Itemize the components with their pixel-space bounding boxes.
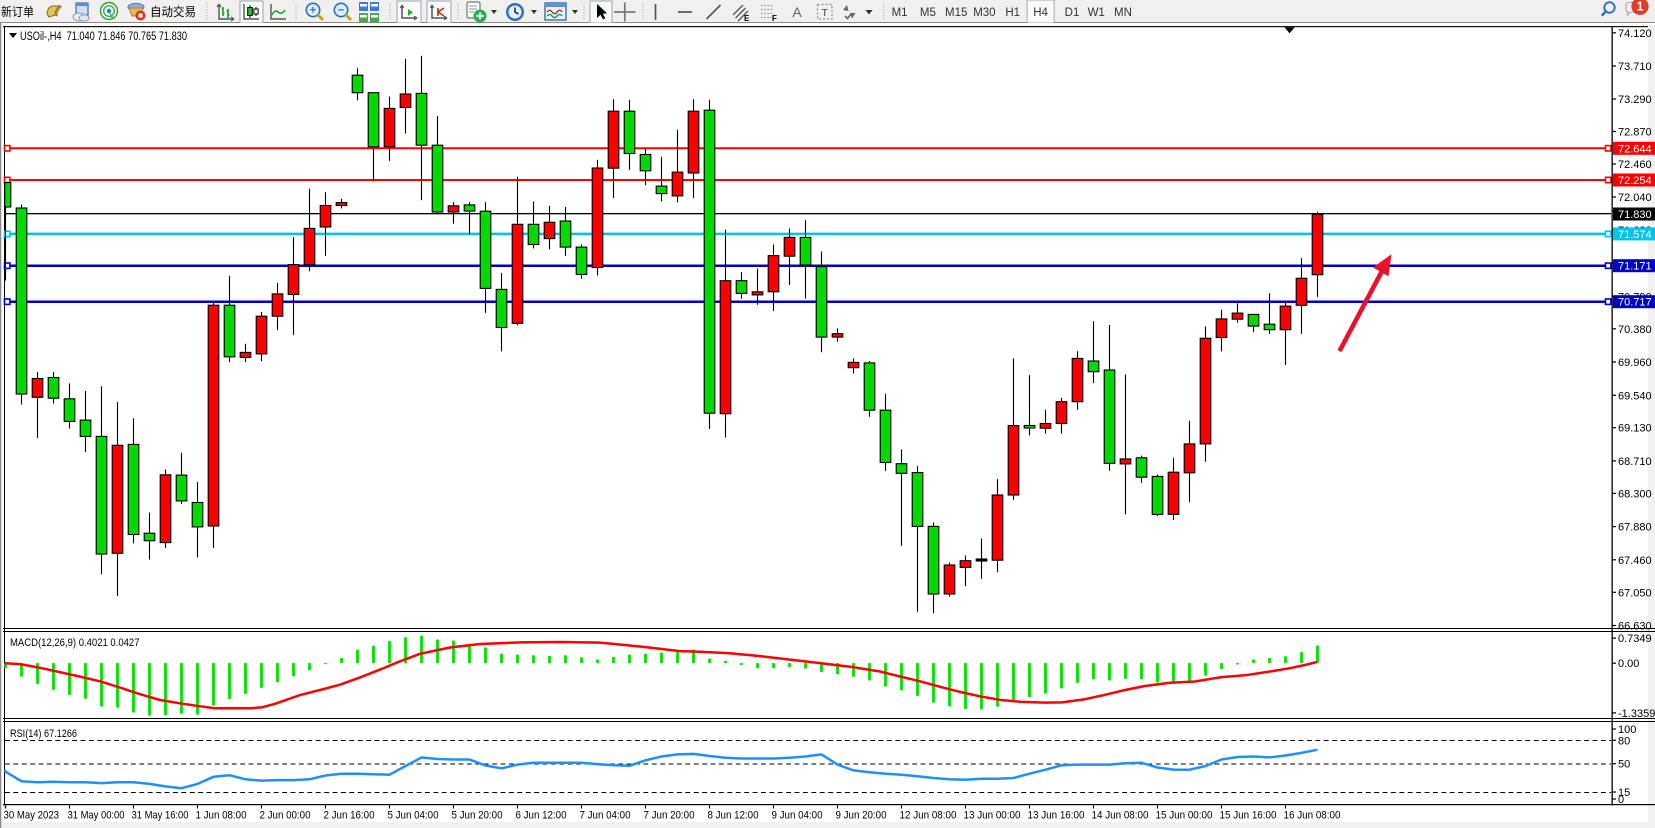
svg-text:T: T [821,7,828,19]
svg-text:8 Jun 12:00: 8 Jun 12:00 [708,810,759,822]
svg-text:6 Jun 12:00: 6 Jun 12:00 [516,810,567,822]
svg-text:F: F [772,14,777,23]
svg-text:67.460: 67.460 [1618,555,1652,567]
svg-text:15 Jun 16:00: 15 Jun 16:00 [1220,810,1277,822]
svg-text:A: A [792,4,802,20]
svg-text:71.574: 71.574 [1618,229,1652,241]
svg-text:68.710: 68.710 [1618,456,1652,468]
svg-text:5 Jun 20:00: 5 Jun 20:00 [452,810,503,822]
svg-text:-1.3359: -1.3359 [1618,708,1655,720]
svg-text:12 Jun 08:00: 12 Jun 08:00 [900,810,957,822]
svg-text:E: E [744,14,750,23]
svg-text:30 May 2023: 30 May 2023 [4,810,60,822]
svg-text:69.960: 69.960 [1618,357,1652,369]
svg-text:9 Jun 04:00: 9 Jun 04:00 [772,810,823,822]
svg-text:M1: M1 [892,7,908,19]
svg-text:80: 80 [1618,735,1630,747]
svg-text:新订单: 新订单 [1,4,34,19]
svg-text:73.710: 73.710 [1618,61,1652,73]
svg-text:13 Jun 00:00: 13 Jun 00:00 [964,810,1021,822]
svg-text:70.717: 70.717 [1618,297,1652,309]
svg-text:1: 1 [1637,0,1644,14]
svg-text:M15: M15 [945,7,967,19]
svg-text:1 Jun 08:00: 1 Jun 08:00 [196,810,247,822]
svg-text:2 Jun 16:00: 2 Jun 16:00 [324,810,375,822]
svg-text:15: 15 [1618,787,1630,799]
svg-text:MACD(12,26,9) 0.4021 0.0427: MACD(12,26,9) 0.4021 0.0427 [10,637,140,649]
svg-text:H1: H1 [1005,7,1020,19]
svg-text:MN: MN [1114,7,1132,19]
svg-text:9 Jun 20:00: 9 Jun 20:00 [836,810,887,822]
svg-text:M30: M30 [973,7,995,19]
svg-text:72.040: 72.040 [1618,192,1652,204]
svg-text:66.630: 66.630 [1618,621,1652,633]
svg-text:50: 50 [1618,759,1630,771]
svg-text:0.7349: 0.7349 [1618,633,1652,645]
svg-text:71.830: 71.830 [1618,209,1652,221]
svg-text:M5: M5 [920,7,936,19]
svg-text:13 Jun 16:00: 13 Jun 16:00 [1028,810,1085,822]
svg-text:0: 0 [1618,794,1624,806]
svg-text:74.120: 74.120 [1618,28,1652,40]
svg-text:69.130: 69.130 [1618,423,1652,435]
svg-text:14 Jun 08:00: 14 Jun 08:00 [1092,810,1149,822]
svg-text:72.254: 72.254 [1618,175,1652,187]
svg-text:−: − [338,5,344,17]
svg-text:+: + [310,5,316,17]
svg-text:D1: D1 [1065,7,1080,19]
svg-text:16 Jun 08:00: 16 Jun 08:00 [1284,810,1341,822]
svg-text:0.00: 0.00 [1618,658,1639,670]
svg-text:31 May 00:00: 31 May 00:00 [68,810,125,822]
svg-text:7 Jun 20:00: 7 Jun 20:00 [644,810,695,822]
svg-text:100: 100 [1618,724,1636,736]
svg-text:自动交易: 自动交易 [150,4,196,19]
svg-text:67.880: 67.880 [1618,522,1652,534]
svg-text:31 May 16:00: 31 May 16:00 [132,810,189,822]
svg-text:5 Jun 04:00: 5 Jun 04:00 [388,810,439,822]
svg-text:73.290: 73.290 [1618,94,1652,106]
svg-text:2 Jun 00:00: 2 Jun 00:00 [260,810,311,822]
svg-text:H4: H4 [1033,7,1048,19]
svg-text:69.540: 69.540 [1618,390,1652,402]
svg-text:70.380: 70.380 [1618,324,1652,336]
svg-text:7 Jun 04:00: 7 Jun 04:00 [580,810,631,822]
svg-text:15 Jun 00:00: 15 Jun 00:00 [1156,810,1213,822]
svg-text:68.300: 68.300 [1618,488,1652,500]
svg-text:71.171: 71.171 [1618,261,1652,273]
svg-text:67.050: 67.050 [1618,587,1652,599]
svg-text:USOil-,H4 71.040 71.846 70.76: USOil-,H4 71.040 71.846 70.765 71.830 [20,31,187,43]
svg-text:72.460: 72.460 [1618,159,1652,171]
svg-text:RSI(14) 67.1266: RSI(14) 67.1266 [10,728,77,740]
svg-text:72.870: 72.870 [1618,127,1652,139]
svg-text:72.644: 72.644 [1618,143,1652,155]
svg-text:W1: W1 [1088,7,1105,19]
